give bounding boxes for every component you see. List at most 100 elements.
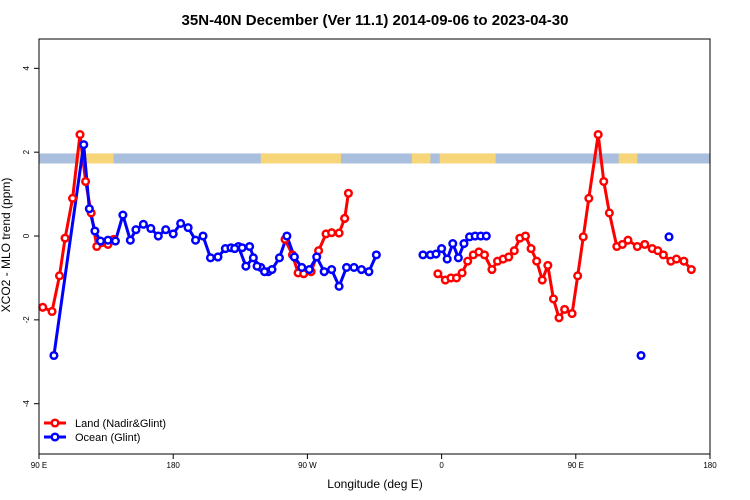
land-data-point xyxy=(554,313,564,323)
legend-ocean-marker xyxy=(50,432,60,442)
land-series-line xyxy=(283,217,347,276)
ocean-data-point xyxy=(297,262,307,273)
ocean-data-point xyxy=(213,252,223,262)
land-data-point xyxy=(532,256,542,266)
land-data-point xyxy=(47,306,57,317)
ocean-data-point xyxy=(183,223,193,233)
ocean-data-point xyxy=(459,239,469,249)
ocean-data-point xyxy=(259,267,270,277)
land-data-point xyxy=(653,246,663,256)
land-data-point xyxy=(68,193,78,203)
land-data-point xyxy=(334,228,344,238)
x-tick-label: 90 W xyxy=(298,461,317,470)
ocean-data-point xyxy=(252,261,262,271)
land-data-point xyxy=(340,213,350,223)
land-data-point xyxy=(658,250,668,260)
ocean-data-point xyxy=(118,210,128,220)
land-data-point xyxy=(327,228,337,238)
y-tick-label: -2 xyxy=(22,316,31,324)
ocean-data-point xyxy=(230,244,240,254)
land-data-point xyxy=(632,241,642,252)
ocean-data-point xyxy=(274,253,284,263)
ocean-data-point xyxy=(49,350,59,361)
land-data-point xyxy=(623,235,633,245)
land-data-point xyxy=(593,130,603,140)
legend-land-marker xyxy=(50,418,60,428)
ocean-data-point xyxy=(245,241,255,252)
ocean-data-point xyxy=(125,235,135,245)
ocean-data-point xyxy=(95,236,106,246)
ocean-data-point xyxy=(282,231,292,241)
ocean-data-point xyxy=(110,236,120,246)
ocean-data-point xyxy=(442,254,452,264)
land-data-point xyxy=(487,265,497,275)
legend: Land (Nadir&Glint) Ocean (Glint) xyxy=(44,418,166,444)
ocean-data-point xyxy=(312,252,322,262)
land-band-segment xyxy=(618,153,638,164)
land-data-point xyxy=(81,176,91,187)
ocean-data-point xyxy=(79,140,89,150)
ocean-data-point xyxy=(237,243,247,253)
ocean-data-point xyxy=(371,250,381,260)
x-axis-label: Longitude (deg E) xyxy=(327,477,422,491)
ocean-data-point xyxy=(437,244,447,254)
land-data-point xyxy=(604,208,614,218)
land-data-point xyxy=(599,176,609,187)
legend-ocean-label: Ocean (Glint) xyxy=(75,432,140,444)
x-tick-label: 0 xyxy=(439,461,444,470)
ocean-data-point xyxy=(341,262,352,273)
y-tick-label: 0 xyxy=(22,233,31,238)
x-tick-label: 180 xyxy=(703,461,717,470)
y-tick-label: 4 xyxy=(22,66,31,71)
ocean-data-point xyxy=(664,232,674,242)
land-data-point xyxy=(578,232,588,242)
x-tick-label: 180 xyxy=(167,461,181,470)
ocean-data-point xyxy=(418,250,428,260)
ocean-data-point xyxy=(319,267,329,277)
land-data-point xyxy=(584,193,594,203)
ocean-band xyxy=(39,153,710,164)
ocean-data-point xyxy=(205,253,216,263)
x-tick-label: 90 E xyxy=(568,461,584,470)
ocean-data-point xyxy=(103,235,113,245)
y-tick-label: 2 xyxy=(22,149,31,154)
ocean-data-point xyxy=(364,267,374,277)
ocean-data-point xyxy=(289,252,299,262)
legend-land-label: Land (Nadir&Glint) xyxy=(75,418,166,430)
ocean-data-point xyxy=(138,219,148,229)
land-data-point xyxy=(479,250,490,260)
land-data-point xyxy=(617,239,627,249)
land-data-point xyxy=(451,273,462,283)
land-data-point xyxy=(671,254,682,264)
axes: 90 E 180 90 W 0 90 E 180 -4 -2 0 2 4 xyxy=(22,66,717,470)
ocean-data-point xyxy=(356,265,367,275)
land-data-point xyxy=(463,256,473,266)
land-data-point xyxy=(54,271,65,281)
land-data-point xyxy=(548,294,558,304)
land-data-point xyxy=(526,244,536,254)
land-data-point xyxy=(573,271,583,281)
ocean-data-point xyxy=(248,253,258,263)
ocean-data-point xyxy=(481,231,491,241)
ocean-data-point xyxy=(161,225,171,235)
land-data-point xyxy=(75,130,85,140)
ocean-data-point xyxy=(453,253,463,263)
land-band-segment xyxy=(439,153,496,164)
land-data-point xyxy=(560,304,570,314)
land-data-point xyxy=(520,231,531,241)
land-data-point xyxy=(457,268,467,278)
ocean-data-point xyxy=(241,261,251,271)
ocean-data-point xyxy=(168,229,178,239)
ocean-data-point xyxy=(191,235,201,245)
land-data-point xyxy=(433,269,443,279)
ocean-data-point xyxy=(131,225,141,235)
ocean-data-point xyxy=(304,265,314,275)
ocean-data-point xyxy=(198,231,208,241)
land-band-segment xyxy=(411,153,431,164)
ocean-data-point xyxy=(267,265,277,275)
land-band-segment xyxy=(260,153,341,164)
ocean-data-point xyxy=(334,281,344,291)
land-data-point xyxy=(640,239,650,249)
y-tick-label: -4 xyxy=(22,400,31,408)
